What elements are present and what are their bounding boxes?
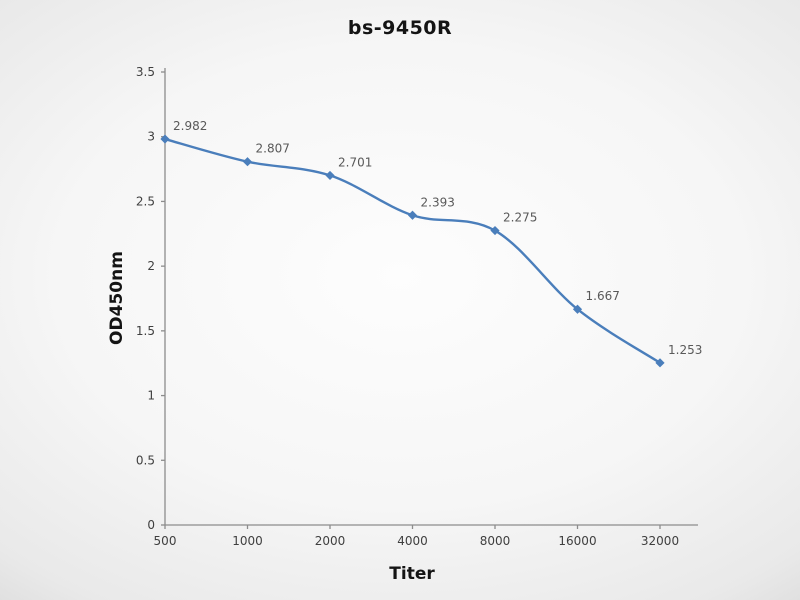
svg-text:32000: 32000 xyxy=(641,534,679,548)
svg-text:1.253: 1.253 xyxy=(668,343,702,357)
svg-text:3: 3 xyxy=(147,130,155,144)
axes xyxy=(164,68,698,526)
svg-text:1000: 1000 xyxy=(232,534,263,548)
svg-text:2.393: 2.393 xyxy=(421,195,455,209)
svg-text:2.275: 2.275 xyxy=(503,211,537,225)
diamond-marker xyxy=(160,134,170,144)
svg-text:1.667: 1.667 xyxy=(586,289,620,303)
svg-text:0: 0 xyxy=(147,518,155,532)
data-labels: 2.982 2.807 2.701 2.393 2.275 1.667 1.253 xyxy=(173,119,702,357)
svg-text:16000: 16000 xyxy=(558,534,596,548)
y-axis-ticks: 0 0.5 1 1.5 2 2.5 3 3.5 xyxy=(136,65,165,532)
svg-text:2.701: 2.701 xyxy=(338,155,372,169)
svg-text:1.5: 1.5 xyxy=(136,324,155,338)
svg-text:0.5: 0.5 xyxy=(136,453,155,467)
series-line xyxy=(163,137,662,365)
svg-text:2: 2 xyxy=(147,259,155,273)
svg-text:500: 500 xyxy=(154,534,177,548)
svg-text:1: 1 xyxy=(147,389,155,403)
svg-text:2.982: 2.982 xyxy=(173,119,207,133)
chart-title: bs-9450R xyxy=(347,17,453,39)
diamond-marker xyxy=(490,225,500,236)
diamond-marker xyxy=(572,304,583,314)
svg-text:4000: 4000 xyxy=(397,534,428,548)
diamond-marker xyxy=(407,210,418,220)
diamond-marker xyxy=(242,157,253,167)
svg-text:2.807: 2.807 xyxy=(256,142,290,156)
svg-text:2000: 2000 xyxy=(315,534,346,548)
svg-text:2.5: 2.5 xyxy=(136,194,155,208)
svg-text:3.5: 3.5 xyxy=(136,65,155,79)
diamond-marker xyxy=(325,170,335,181)
svg-text:8000: 8000 xyxy=(480,534,511,548)
x-axis-ticks: 500 1000 2000 4000 8000 16000 32000 xyxy=(154,525,679,548)
x-axis-title: Titer xyxy=(389,564,435,584)
data-point-markers xyxy=(160,134,665,368)
diamond-marker xyxy=(655,358,665,368)
